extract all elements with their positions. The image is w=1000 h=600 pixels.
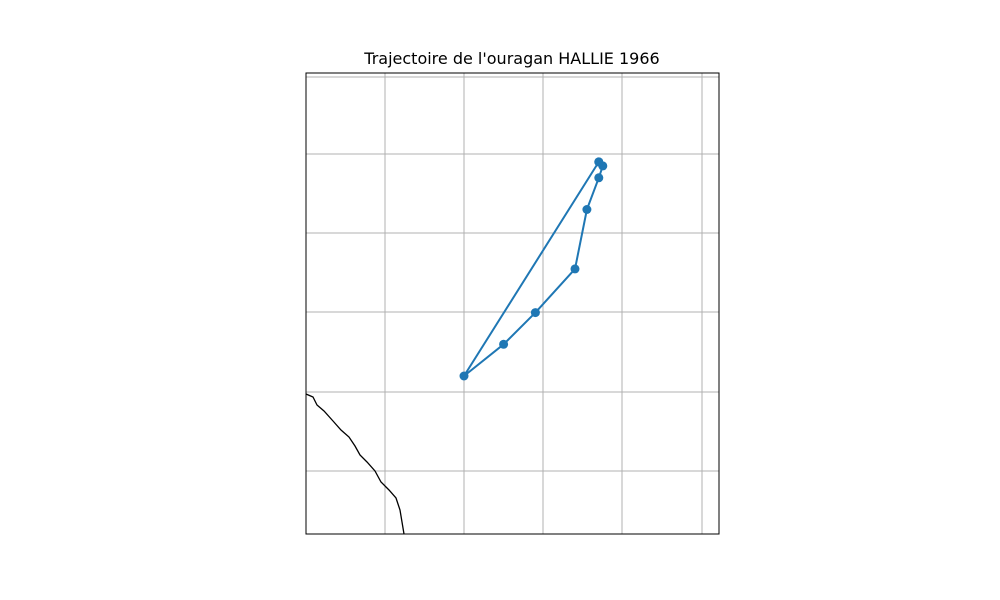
hurricane-track <box>459 157 608 381</box>
track-point <box>582 205 592 214</box>
map-background <box>306 73 719 534</box>
track-point <box>594 157 604 167</box>
track-point <box>594 173 604 183</box>
map-title: Trajectoire de l'ouragan HALLIE 1966 <box>363 49 659 68</box>
map-frame <box>305 72 720 535</box>
track-point <box>570 264 580 274</box>
track-point <box>530 308 540 318</box>
map-plot-area <box>306 73 719 534</box>
track-point <box>499 339 509 349</box>
track-point <box>459 371 469 381</box>
coastline <box>306 393 405 534</box>
